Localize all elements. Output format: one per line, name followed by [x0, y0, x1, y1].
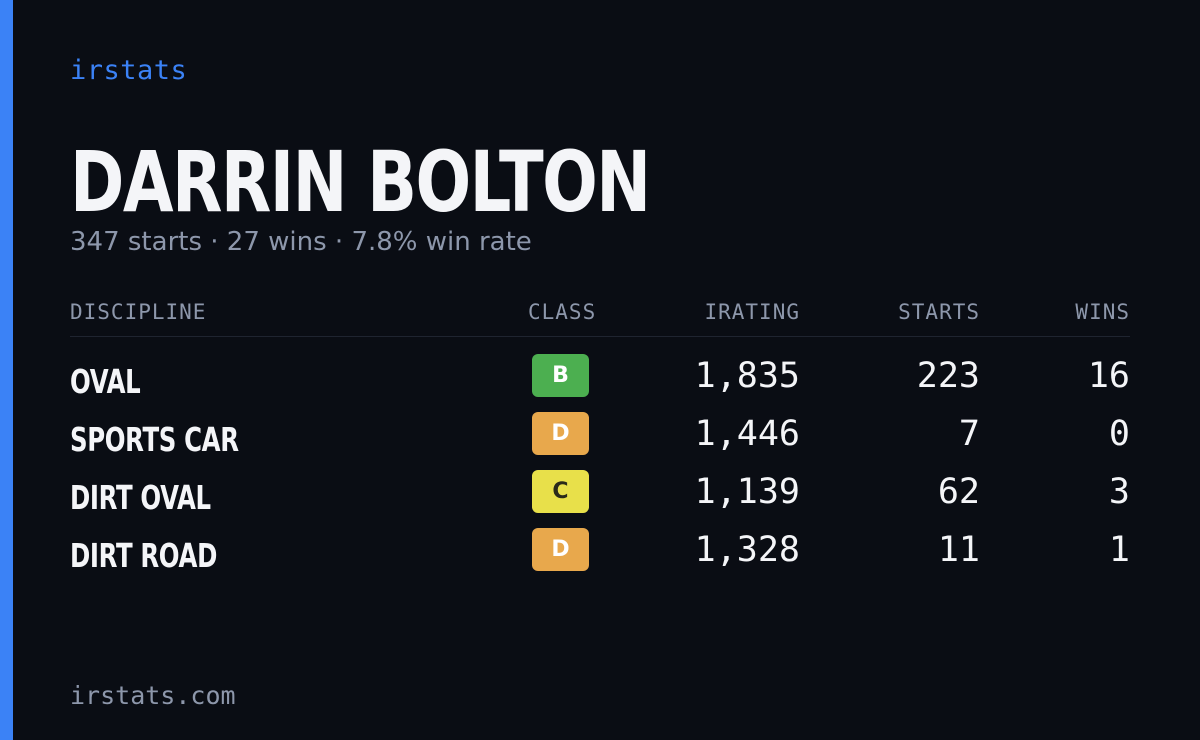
irating-value: 1,139	[694, 472, 800, 512]
wins-value: 16	[1087, 356, 1130, 396]
starts-value: 11	[937, 530, 980, 570]
header-wins: WINS	[1075, 300, 1130, 324]
wins-value: 0	[1108, 414, 1130, 454]
discipline-label: DIRT OVAL	[70, 478, 211, 517]
class-badge: C	[532, 470, 589, 513]
starts-value: 62	[937, 472, 980, 512]
table-row: DIRT OVAL C 1,139 62 3	[70, 468, 1130, 526]
class-badge: D	[532, 412, 589, 455]
wins-value: 1	[1108, 530, 1130, 570]
header-irating: IRATING	[704, 300, 800, 324]
discipline-label: DIRT ROAD	[70, 536, 217, 575]
starts-value: 223	[916, 356, 980, 396]
driver-name: DARRIN BOLTON	[70, 133, 651, 231]
discipline-label: SPORTS CAR	[70, 420, 239, 459]
class-badge: B	[532, 354, 589, 397]
footer-url: irstats.com	[70, 681, 236, 710]
discipline-table: OVAL B 1,835 223 16 SPORTS CAR D 1,446 7…	[70, 352, 1130, 584]
table-row: OVAL B 1,835 223 16	[70, 352, 1130, 410]
driver-summary: 347 starts · 27 wins · 7.8% win rate	[70, 227, 532, 257]
discipline-label: OVAL	[70, 362, 141, 401]
table-row: SPORTS CAR D 1,446 7 0	[70, 410, 1130, 468]
starts-value: 7	[958, 414, 980, 454]
irating-value: 1,328	[694, 530, 800, 570]
irating-value: 1,446	[694, 414, 800, 454]
header-discipline: DISCIPLINE	[70, 300, 207, 324]
table-row: DIRT ROAD D 1,328 11 1	[70, 526, 1130, 584]
accent-bar	[0, 0, 13, 740]
irating-value: 1,835	[694, 356, 800, 396]
class-badge: D	[532, 528, 589, 571]
header-starts: STARTS	[898, 300, 980, 324]
wins-value: 3	[1108, 472, 1130, 512]
brand-logo: irstats	[70, 55, 188, 86]
header-class: CLASS	[528, 300, 597, 324]
table-header: DISCIPLINE CLASS IRATING STARTS WINS	[70, 300, 1130, 337]
